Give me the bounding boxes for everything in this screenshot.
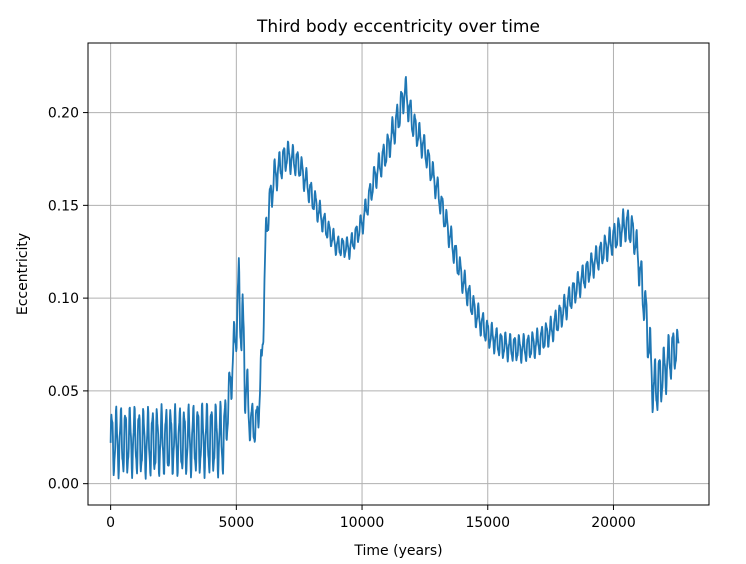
y-axis-label: Eccentricity — [15, 233, 31, 315]
x-tick-label: 20000 — [591, 515, 636, 531]
y-tick-label: 0.10 — [48, 291, 79, 307]
x-tick-label: 15000 — [465, 515, 510, 531]
x-tick-label: 5000 — [219, 515, 255, 531]
chart-title: Third body eccentricity over time — [256, 17, 540, 37]
grid — [88, 43, 709, 505]
series-line — [109, 76, 680, 480]
plot-frame — [87, 42, 710, 506]
y-tick-label: 0.05 — [48, 384, 79, 400]
x-tick-label: 10000 — [340, 515, 385, 531]
y-tick-label: 0.20 — [48, 106, 79, 122]
y-tick-label: 0.15 — [48, 198, 79, 214]
x-axis-label: Time (years) — [353, 543, 442, 559]
y-tick-label: 0.00 — [48, 477, 79, 493]
series-line-group — [109, 76, 680, 480]
x-tick-label: 0 — [106, 515, 115, 531]
ticks: 0 5000 10000 15000 20000 0.00 0.05 0.10 0.15 0.20 — [48, 106, 636, 531]
